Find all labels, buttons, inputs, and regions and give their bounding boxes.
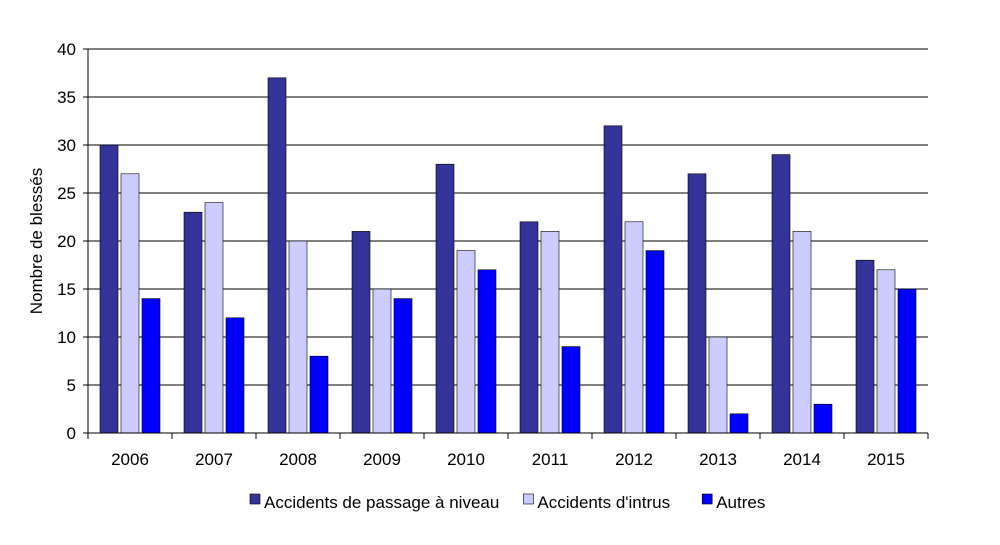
bar [288, 240, 308, 434]
x-tick-label: 2007 [195, 450, 233, 469]
bar [477, 269, 497, 434]
x-tick-label: 2009 [363, 450, 401, 469]
bar [435, 163, 455, 434]
legend: Accidents de passage à niveau Accidents d… [249, 493, 765, 512]
bar [120, 173, 140, 434]
bar [603, 125, 623, 434]
bar [855, 259, 875, 434]
bar [897, 288, 917, 434]
bar [729, 413, 749, 434]
bar [771, 154, 791, 434]
bar [876, 269, 896, 434]
bar [456, 250, 476, 434]
bar [183, 211, 203, 434]
y-tick-label: 30 [57, 136, 76, 155]
bars [99, 77, 917, 434]
bar [99, 144, 119, 434]
y-tick-label: 10 [57, 328, 76, 347]
bar [225, 317, 245, 434]
legend-label: Accidents de passage à niveau [264, 493, 499, 512]
x-tick-label: 2013 [699, 450, 737, 469]
bar [519, 221, 539, 434]
bar [540, 231, 560, 434]
bar [204, 202, 224, 434]
legend-swatch [249, 493, 261, 505]
legend-label: Accidents d'intrus [537, 493, 670, 512]
y-tick-label: 35 [57, 88, 76, 107]
y-axis-label: Nombre de blessés [27, 168, 46, 314]
y-tick-label: 25 [57, 184, 76, 203]
bar [792, 231, 812, 434]
x-tick-label: 2006 [111, 450, 149, 469]
bar [813, 403, 833, 434]
legend-swatch [523, 493, 534, 505]
x-tick-label: 2014 [783, 450, 821, 469]
bar [309, 355, 329, 434]
bar [267, 77, 287, 434]
y-tick-label: 0 [67, 424, 76, 443]
x-tick-labels: 2006 2007 2008 2009 2010 2011 2012 2013 2014 2015 [87, 433, 929, 469]
x-tick-label: 2011 [532, 450, 569, 469]
y-tick-label: 40 [57, 40, 76, 59]
bar [351, 231, 371, 434]
y-tick-label: 15 [57, 280, 76, 299]
y-tick-labels: 0 5 10 15 20 25 30 35 40 [57, 40, 88, 443]
bar [141, 298, 161, 434]
legend-swatch [701, 493, 713, 505]
legend-label: Autres [716, 493, 765, 512]
bar [561, 346, 581, 434]
x-tick-label: 2015 [867, 450, 905, 469]
x-tick-label: 2012 [615, 450, 653, 469]
y-tick-label: 5 [67, 376, 76, 395]
bar [372, 288, 392, 434]
bar [708, 336, 728, 434]
bar [687, 173, 707, 434]
x-tick-label: 2008 [279, 450, 317, 469]
bar [393, 298, 413, 434]
bar [624, 221, 644, 434]
y-tick-label: 20 [57, 232, 76, 251]
x-tick-label: 2010 [447, 450, 485, 469]
bar [645, 250, 665, 434]
